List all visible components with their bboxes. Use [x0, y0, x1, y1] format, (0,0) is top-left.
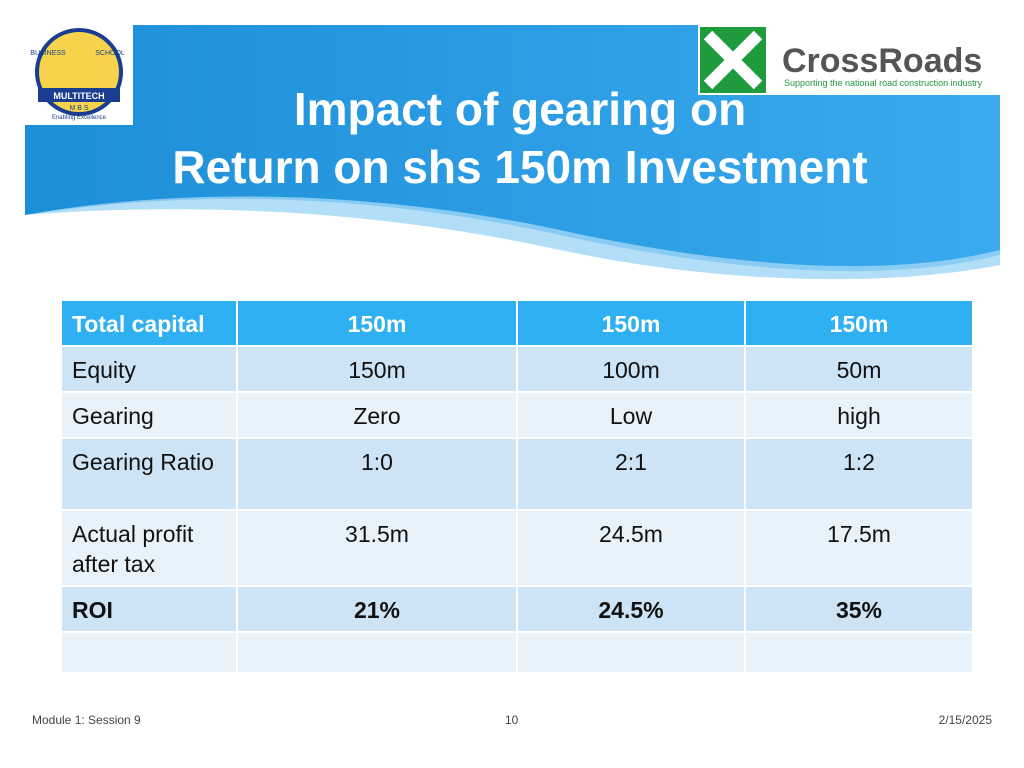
logo-text: BUSINESS — [30, 50, 66, 57]
header-background: MULTITECH M B S Enabling Excellence BUSI… — [25, 25, 1000, 280]
table-cell — [516, 631, 746, 674]
title: Impact of gearing on — [293, 83, 747, 135]
table-cell: 150m — [236, 299, 518, 347]
table-cell: 50m — [744, 345, 974, 393]
logo-text: MULTITECH — [53, 91, 104, 101]
table-cell: Equity — [60, 345, 238, 393]
logo-tagline: Supporting the national road constructio… — [784, 78, 983, 88]
table-cell: 24.5% — [516, 585, 746, 633]
table-row: Equity 150m 100m 50m — [60, 345, 974, 393]
table-row — [60, 631, 974, 674]
table-cell: high — [744, 391, 974, 439]
table-cell: Total capital — [60, 299, 238, 347]
table: Total capital 150m 150m 150m Equity 150m 100m 5… — [60, 299, 974, 674]
table-cell — [236, 631, 518, 674]
table-cell: ROI — [60, 585, 238, 633]
table-row: Gearing Ratio 1:0 2:1 1:2 — [60, 437, 974, 511]
table-cell: 100m — [516, 345, 746, 393]
table-cell: 1:2 — [744, 437, 974, 511]
table-cell: 24.5m — [516, 509, 746, 587]
table-row: Total capital 150m 150m 150m — [60, 299, 974, 347]
table-cell: Low — [516, 391, 746, 439]
title: Return on shs 150m Investment — [172, 141, 868, 193]
table-cell: Gearing — [60, 391, 238, 439]
table-cell: Actual profit after tax — [60, 509, 238, 587]
table-cell: 31.5m — [236, 509, 518, 587]
table-cell: 1:0 — [236, 437, 518, 511]
table-row: Actual profit after tax 31.5m 24.5m 17.5m — [60, 509, 974, 587]
table-cell — [60, 631, 238, 674]
table-cell: Gearing Ratio — [60, 437, 238, 511]
table-cell: 35% — [744, 585, 974, 633]
logo-text: M B S — [69, 105, 88, 112]
footer-date: 2/15/2025 — [938, 713, 992, 727]
table-cell: Zero — [236, 391, 518, 439]
table-cell: 150m — [516, 299, 746, 347]
page-number: 10 — [505, 713, 519, 727]
table-cell — [744, 631, 974, 674]
table-row: ROI 21% 24.5% 35% — [60, 585, 974, 633]
table-cell: 2:1 — [516, 437, 746, 511]
table-cell: 17.5m — [744, 509, 974, 587]
table-cell: 150m — [744, 299, 974, 347]
logo-text: SCHOOL — [95, 50, 125, 57]
table-row: Gearing Zero Low high — [60, 391, 974, 439]
logo-text: Enabling Excellence — [52, 115, 107, 121]
footer-left: Module 1: Session 9 — [32, 713, 141, 727]
table-cell: 150m — [236, 345, 518, 393]
table-cell: 21% — [236, 585, 518, 633]
logo-name: CrossRoads — [782, 42, 982, 80]
